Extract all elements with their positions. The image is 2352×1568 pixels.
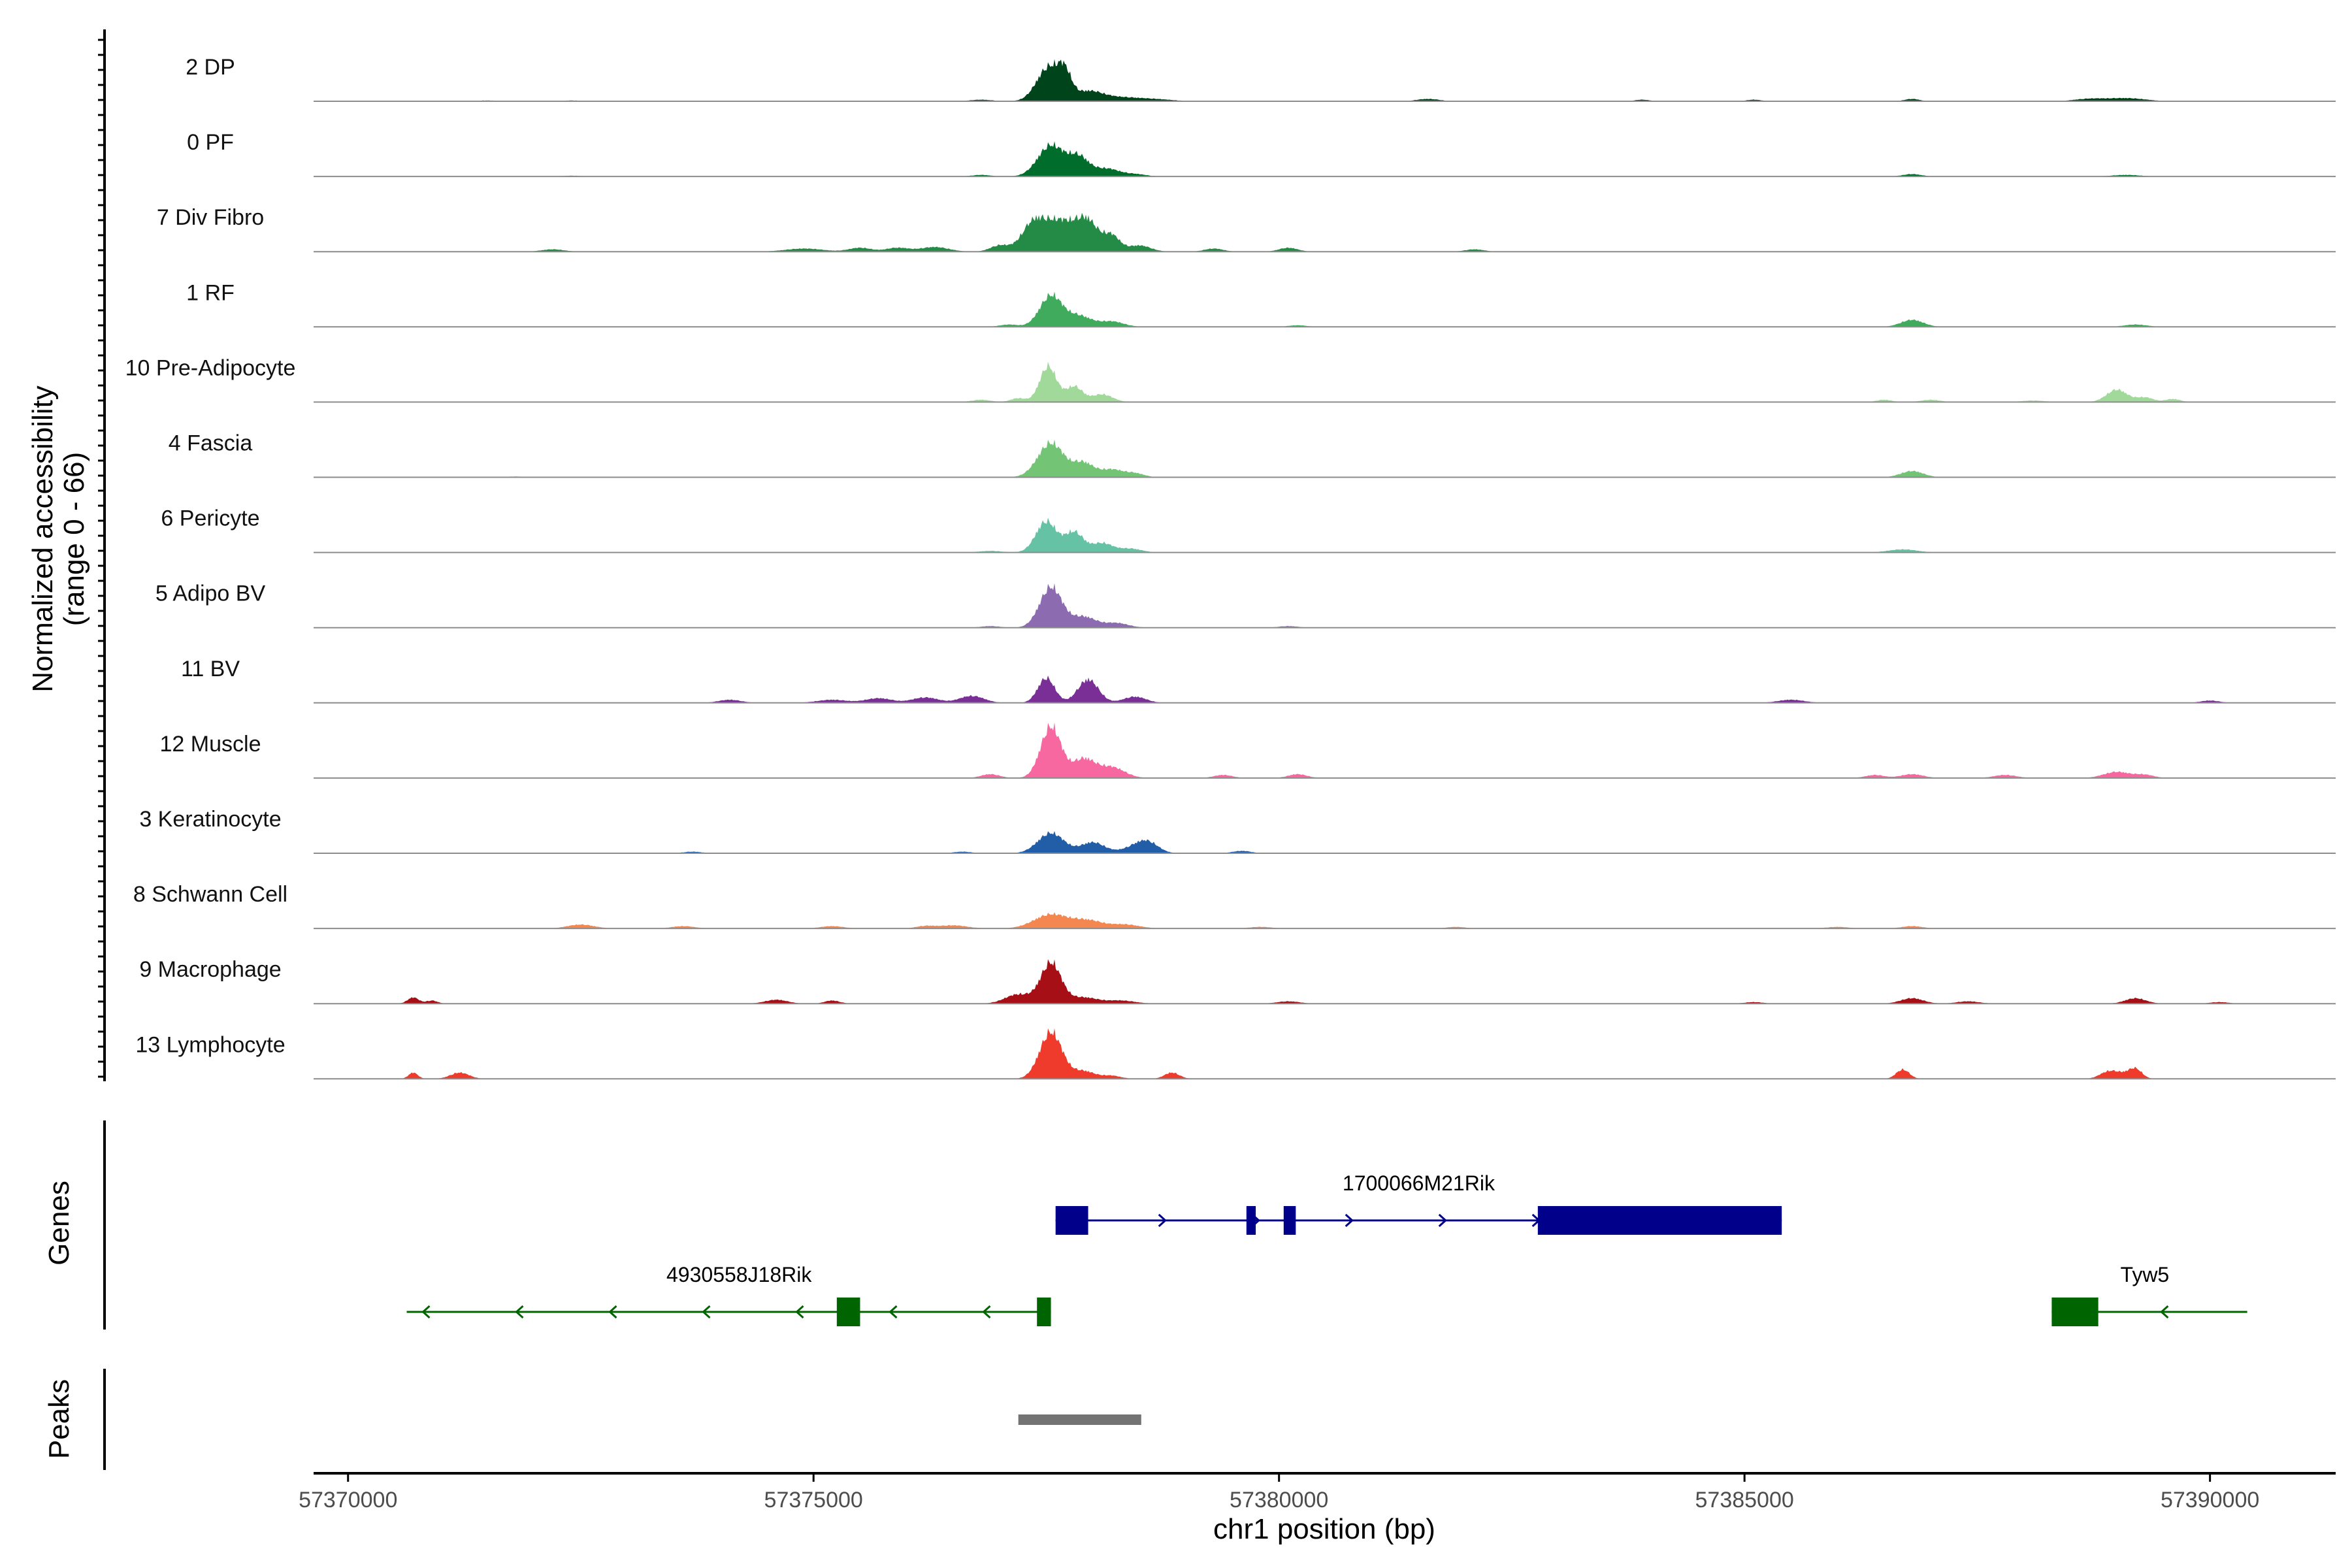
gene-label: Tyw5 (2121, 1263, 2170, 1286)
strand-arrow (702, 1305, 711, 1319)
track-7: 6 Pericyte (161, 506, 2336, 553)
gene-exon (836, 1298, 860, 1326)
gene-exon (2051, 1298, 2099, 1326)
x-axis-title: chr1 position (bp) (1213, 1513, 1435, 1545)
peak-region (1018, 1414, 1141, 1425)
coverage-tracks: 2 DP 0 PF 7 Div Fibro 1 RF 10 Pre-Adipocyte 4… (125, 55, 2336, 1080)
gene-exon (1537, 1206, 1782, 1235)
gene-label: 4930558J18Rik (666, 1263, 812, 1286)
gene-label: 1700066M21Rik (1343, 1171, 1495, 1195)
strand-arrow (889, 1305, 898, 1319)
track-label: 7 Div Fibro (157, 205, 264, 230)
genes-panel-title: Genes (43, 1181, 75, 1266)
coverage-area (314, 212, 2336, 252)
coverage-area (314, 141, 2336, 177)
gene-exon (1283, 1206, 1296, 1235)
track-10: 12 Muscle (160, 722, 2336, 779)
coverage-area (314, 517, 2336, 553)
coverage-area (314, 959, 2336, 1004)
strand-arrow (1438, 1213, 1447, 1228)
strand-arrow (515, 1305, 524, 1319)
coverage-area (314, 291, 2336, 327)
peak-regions (1018, 1414, 1141, 1425)
track-label: 12 Muscle (160, 732, 261, 757)
strand-arrow (795, 1305, 804, 1319)
coverage-area (314, 676, 2336, 703)
x-tick-label: 57385000 (1695, 1488, 1794, 1512)
track-9: 11 BV (181, 657, 2336, 704)
coverage-area (314, 361, 2336, 402)
coverage-area (314, 912, 2336, 929)
coverage-area (314, 831, 2336, 853)
track-label: 13 Lymphocyte (135, 1032, 285, 1057)
track-11: 3 Keratinocyte (139, 807, 2336, 854)
track-label: 8 Schwann Cell (133, 882, 287, 907)
y-axis-title-line2: (range 0 - 66) (58, 452, 90, 627)
coverage-area (314, 583, 2336, 628)
track-label: 1 RF (186, 280, 235, 305)
track-5: 10 Pre-Adipocyte (125, 355, 2336, 403)
gene-1700066M21Rik: 1700066M21Rik (1055, 1171, 1782, 1235)
track-label: 5 Adipo BV (155, 581, 266, 606)
track-label: 3 Keratinocyte (139, 807, 281, 832)
strand-arrow (1345, 1213, 1354, 1228)
track-4: 1 RF (186, 280, 2336, 328)
x-tick-label: 57380000 (1230, 1488, 1328, 1512)
coverage-area (314, 722, 2336, 778)
track-label: 4 Fascia (169, 431, 253, 456)
strand-arrow (982, 1305, 991, 1319)
strand-arrow (608, 1305, 617, 1319)
track-3: 7 Div Fibro (157, 205, 2336, 253)
track-label: 9 Macrophage (139, 957, 281, 982)
coverage-area (314, 439, 2336, 478)
y-axis-title-line1: Normalized accessibility (27, 385, 59, 692)
gene-4930558J18Rik: 4930558J18Rik (406, 1263, 1051, 1326)
track-13: 9 Macrophage (139, 957, 2336, 1005)
strand-arrow (2160, 1305, 2169, 1319)
gene-annotations: 1700066M21Rik 4930558J18Rik Tyw5 (406, 1171, 2247, 1326)
track-1: 2 DP (186, 55, 2336, 102)
track-6: 4 Fascia (169, 431, 2336, 478)
track-12: 8 Schwann Cell (133, 882, 2336, 930)
x-tick-label: 57375000 (764, 1488, 863, 1512)
track-2: 0 PF (187, 130, 2336, 178)
track-14: 13 Lymphocyte (135, 1028, 2336, 1080)
y-axis-title: Normalized accessibility (range 0 - 66) (27, 385, 90, 692)
track-label: 11 BV (181, 657, 240, 681)
x-axis: 57370000 57375000 57380000 57385000 57390000 (299, 1472, 2336, 1512)
track-label: 6 Pericyte (161, 506, 259, 531)
peaks-panel-title: Peaks (43, 1379, 75, 1459)
track-label: 0 PF (187, 130, 234, 155)
strand-arrow (1158, 1213, 1167, 1228)
track-label: 2 DP (186, 55, 235, 80)
x-tick-label: 57390000 (2161, 1488, 2259, 1512)
gene-exon (1246, 1206, 1256, 1235)
coverage-area (314, 1028, 2336, 1079)
coverage-axis (98, 29, 106, 1081)
coverage-area (314, 59, 2336, 101)
track-label: 10 Pre-Adipocyte (125, 355, 296, 380)
strand-arrow (421, 1305, 431, 1319)
gene-exon (1055, 1206, 1088, 1235)
track-8: 5 Adipo BV (155, 581, 2336, 629)
gene-Tyw5: Tyw5 (2051, 1263, 2247, 1326)
gene-exon (1037, 1298, 1051, 1326)
x-tick-label: 57370000 (299, 1488, 397, 1512)
